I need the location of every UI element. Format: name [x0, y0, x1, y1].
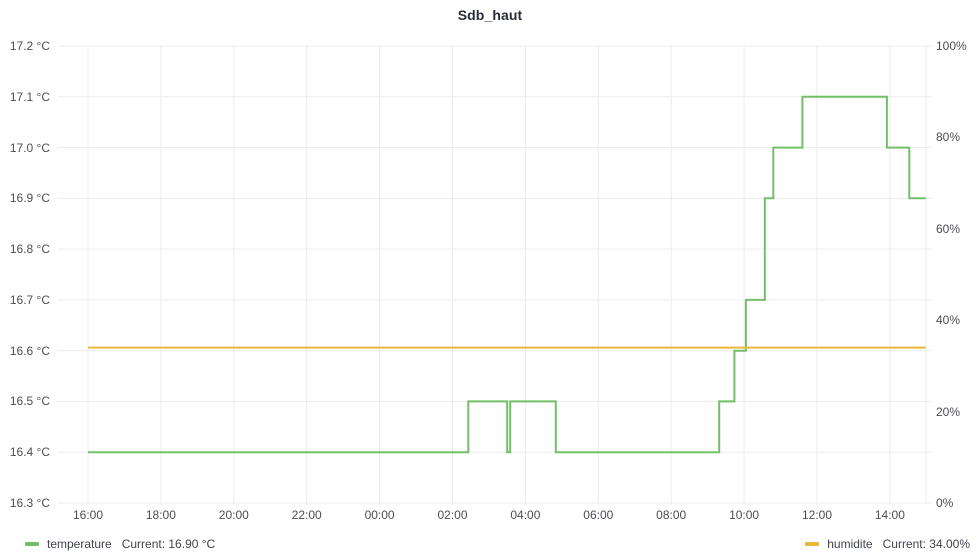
x-axis-label: 02:00 [437, 508, 468, 522]
y-axis-label-right: 0% [936, 496, 954, 510]
humidite-series-swatch [805, 542, 820, 546]
x-axis-label: 12:00 [801, 508, 833, 522]
legend-series-name: temperature [47, 537, 112, 551]
legend-series-current: Current: 34.00% [882, 537, 970, 551]
legend-series-current: Current: 16.90 °C [121, 537, 216, 551]
legend-item-humidite[interactable]: humidite Current: 34.00% [805, 535, 970, 553]
y-axis-label-left: 16.7 °C [9, 292, 50, 307]
y-axis-label-right: 20% [936, 404, 961, 419]
legend-series-name: humidite [827, 537, 873, 551]
x-axis-label: 10:00 [729, 508, 760, 522]
x-axis-label: 20:00 [218, 508, 249, 522]
temperature-series-line [88, 95, 926, 454]
x-axis-label: 22:00 [291, 508, 322, 522]
x-axis-label: 04:00 [510, 508, 541, 522]
y-axis-label-right: 40% [936, 313, 961, 328]
y-axis-label-left: 17.1 °C [9, 89, 50, 104]
panel-title[interactable]: Sdb_haut [457, 7, 523, 23]
y-axis-label-left: 16.3 °C [9, 496, 50, 510]
y-axis-label-left: 16.6 °C [9, 343, 50, 358]
y-axis-label-left: 16.5 °C [9, 394, 50, 409]
y-axis-label-left: 16.9 °C [9, 191, 50, 206]
x-axis-label: 06:00 [583, 508, 614, 522]
x-axis-label: 18:00 [145, 508, 176, 522]
x-axis-label: 08:00 [656, 508, 687, 522]
y-axis-label-left: 17.0 °C [9, 140, 50, 155]
x-axis-label: 00:00 [364, 508, 395, 522]
x-axis-label: 14:00 [874, 508, 905, 522]
y-axis-label-right: 60% [936, 221, 961, 236]
y-axis-label-left: 17.2 °C [9, 39, 50, 53]
temperature-series-swatch [25, 542, 39, 546]
y-axis-label-left: 16.8 °C [9, 242, 50, 257]
y-axis-label-left: 16.4 °C [9, 445, 50, 460]
legend-item-temperature[interactable]: temperature Current: 16.90 °C [25, 535, 215, 553]
y-axis-label-right: 100% [936, 39, 967, 53]
y-axis-label-right: 80% [936, 130, 961, 145]
x-axis-label: 16:00 [72, 508, 104, 522]
